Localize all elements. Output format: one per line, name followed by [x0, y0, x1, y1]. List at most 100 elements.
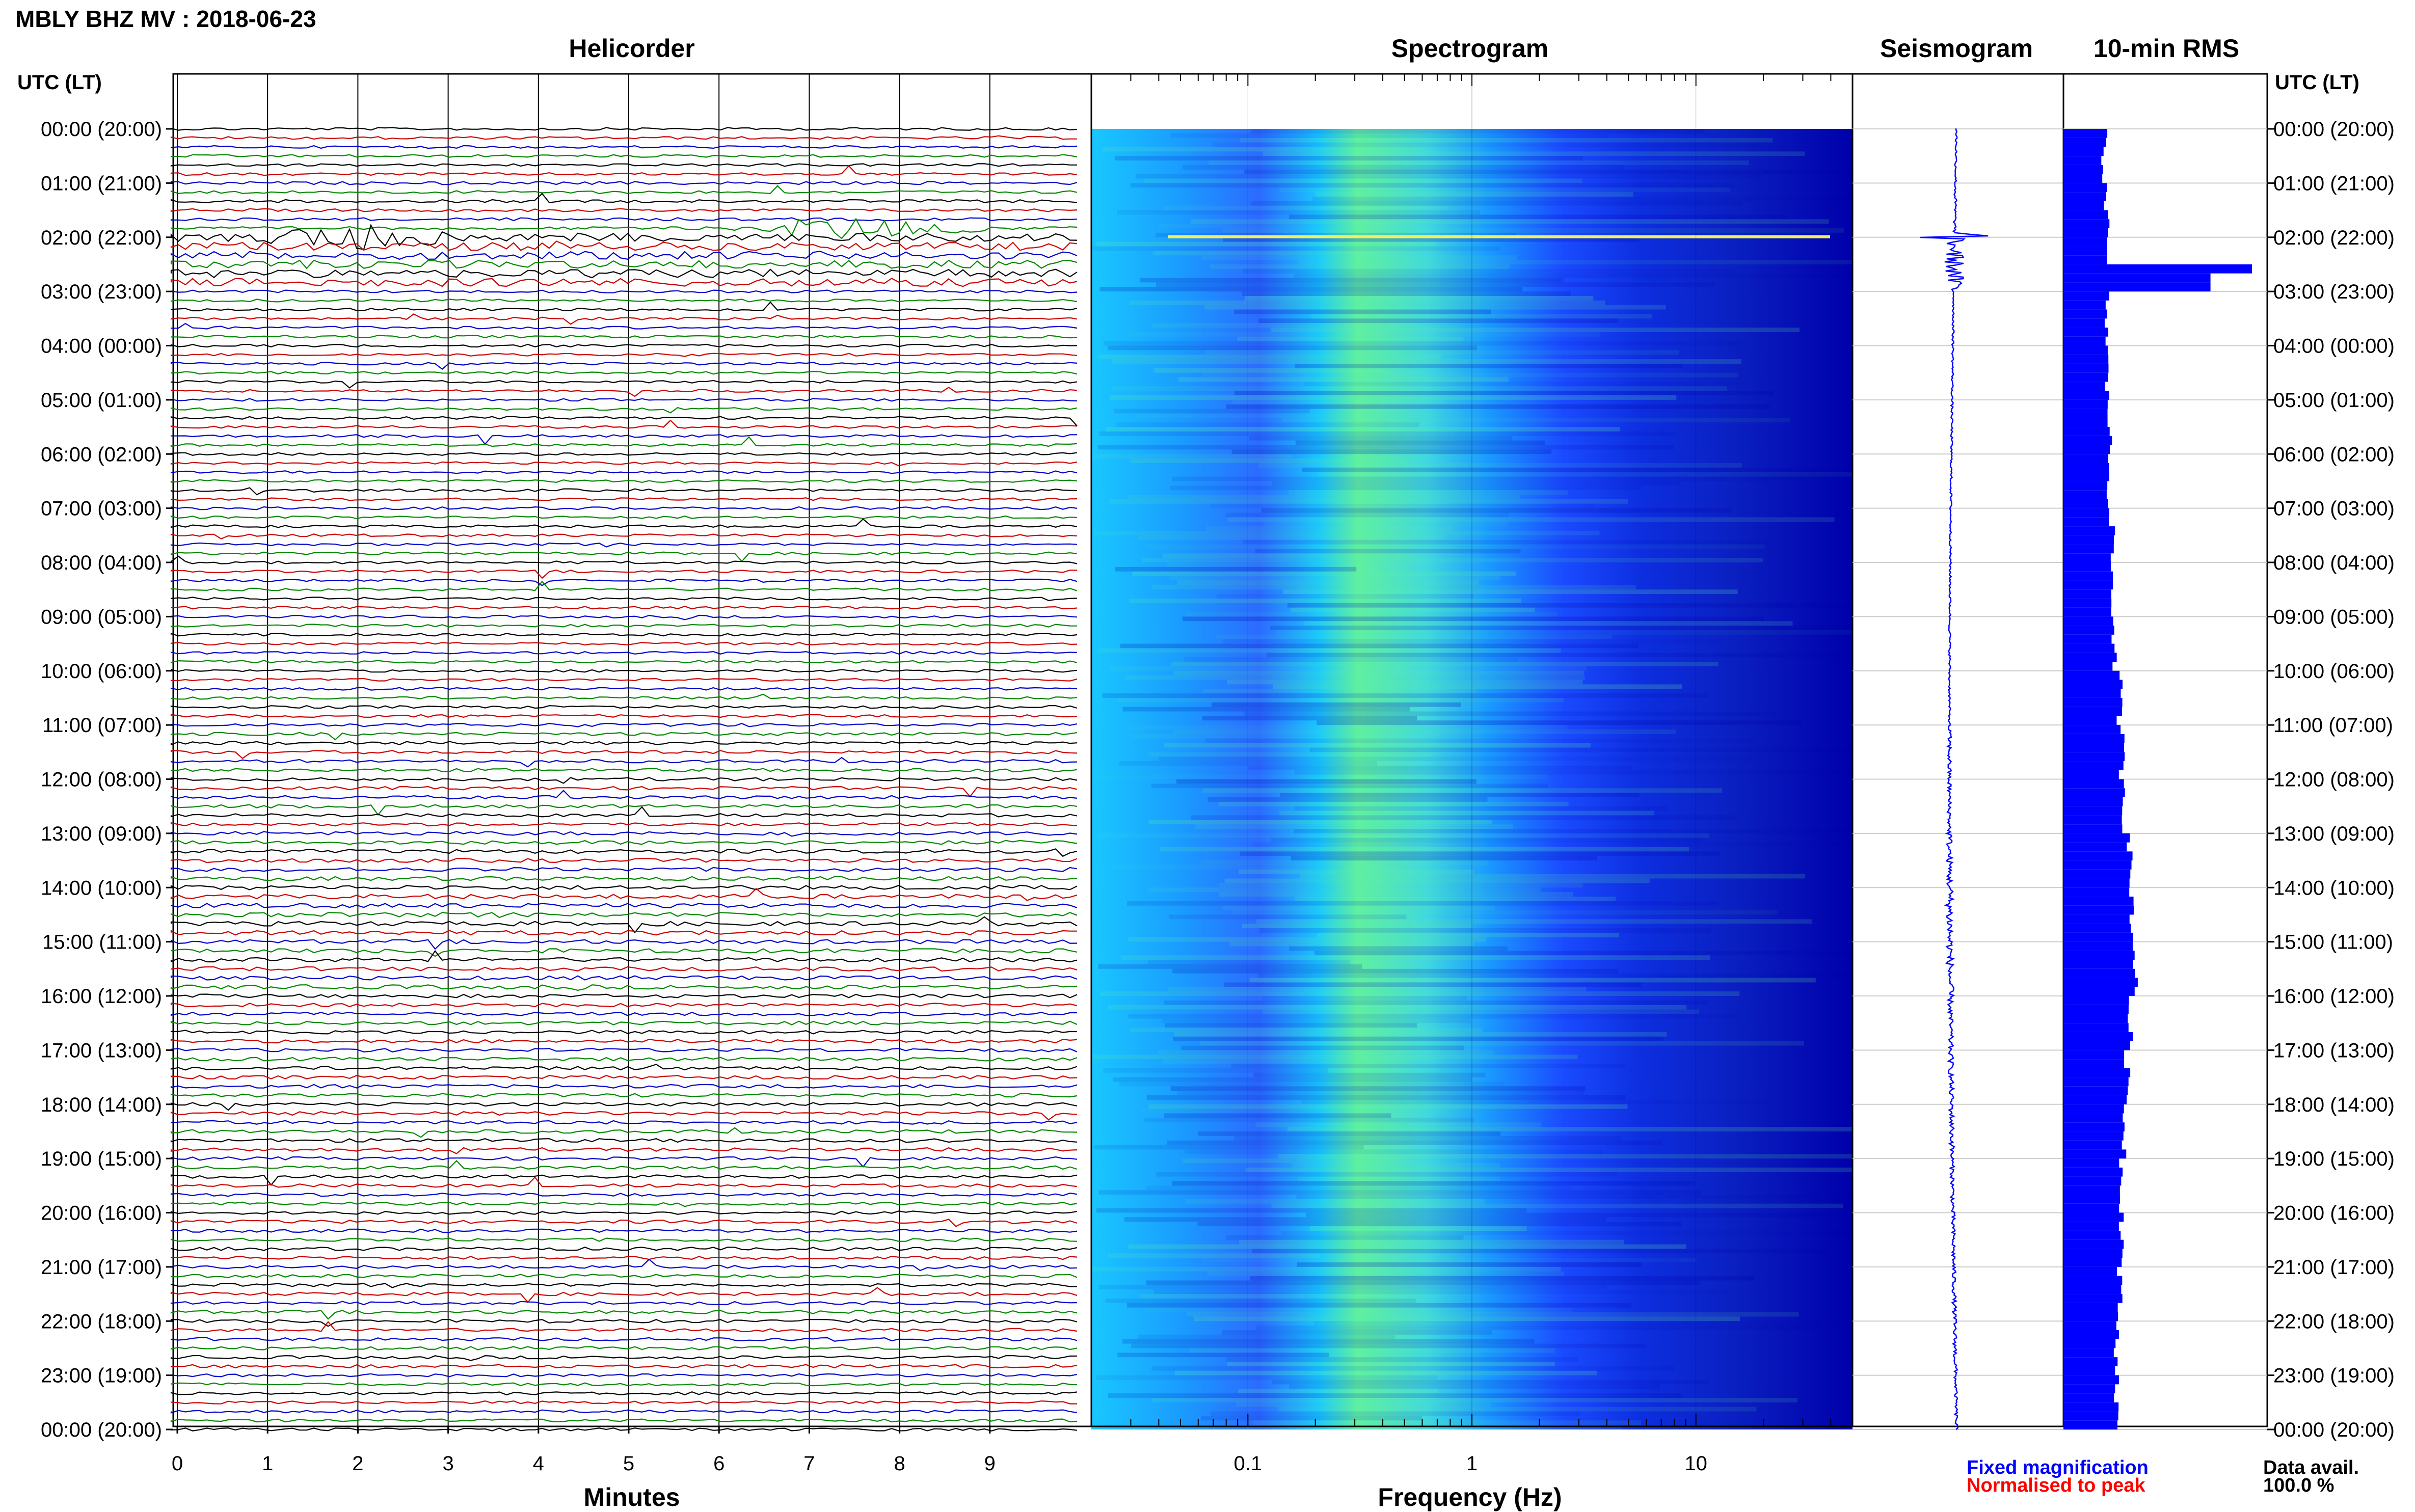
spectrogram-streak — [1294, 273, 1917, 278]
spectrogram-streak — [1103, 341, 1741, 346]
spectrogram-streak — [1108, 1393, 1682, 1398]
rms-bar — [2063, 616, 2113, 626]
spectrogram-streak — [1170, 133, 1609, 138]
helicorder-trace — [170, 165, 1078, 176]
helicorder-trace — [170, 240, 1078, 251]
helicorder-trace — [170, 1427, 1078, 1432]
spectrogram-streak — [1098, 1285, 1607, 1290]
spectrogram-streak — [1117, 697, 1564, 703]
spectrogram-streak — [1222, 1330, 1492, 1335]
rms-bar — [2063, 508, 2109, 518]
spectrogram-streak — [1173, 670, 1585, 676]
left-hour-label: 00:00 (20:00) — [41, 118, 162, 141]
helicorder-trace — [170, 984, 1078, 991]
spectrogram-streak — [1252, 842, 1850, 847]
spectrogram-streak — [1100, 991, 1740, 996]
spectrogram-streak — [1194, 1316, 1740, 1321]
helicorder-frame — [172, 73, 1092, 1427]
spectrogram-streak — [1145, 1185, 1573, 1191]
rms-bar — [2063, 743, 2124, 752]
spectrogram-streak — [1177, 1091, 1585, 1096]
spectrogram-streak — [1200, 1041, 1804, 1046]
rms-bar — [2063, 1158, 2119, 1168]
helicorder-trace — [170, 1274, 1078, 1278]
rms-bar — [2063, 328, 2108, 337]
helicorder-trace — [170, 224, 1078, 250]
helicorder-trace — [170, 578, 1078, 586]
spectrogram-streak — [1124, 1217, 1606, 1222]
helicorder-trace — [170, 1210, 1078, 1215]
spectrogram-streak — [1164, 1000, 1708, 1005]
helicorder-trace — [170, 470, 1078, 474]
spectrogram-streak — [1154, 1289, 1728, 1294]
rms-bar — [2063, 941, 2133, 951]
rms-bar — [2063, 1195, 2121, 1204]
helicorder-trace — [170, 1074, 1078, 1080]
helicorder-trace — [170, 948, 1078, 957]
spectrogram-streak — [1246, 1167, 1865, 1172]
spectrogram-streak — [1224, 982, 1642, 987]
spectrogram-streak — [1200, 1416, 1423, 1421]
helicorder-trace — [170, 398, 1078, 402]
spectrogram-streak — [1295, 896, 1616, 901]
helicorder-trace — [170, 313, 1078, 325]
right-hour-label: 13:00 (09:00) — [2273, 823, 2395, 845]
spectrogram-streak — [1148, 887, 1541, 893]
spectrogram-streak — [1105, 1298, 1416, 1303]
helicorder-trace — [170, 362, 1078, 370]
rms-bar — [2063, 806, 2123, 816]
rms-bar — [2063, 1357, 2118, 1366]
spectrogram-streak — [1148, 752, 1433, 757]
left-hour-label: 10:00 (06:00) — [41, 660, 162, 683]
spectrogram-streak — [1182, 616, 1764, 622]
left-hour-label: 00:00 (20:00) — [41, 1419, 162, 1441]
seismogram-panel — [1852, 73, 2064, 1430]
rms-bar — [2063, 1149, 2127, 1159]
rms-bar — [2063, 643, 2115, 653]
helicorder-trace — [170, 407, 1078, 414]
rms-bar — [2063, 580, 2113, 590]
spectrogram-streak — [1099, 287, 1523, 292]
helicorder-trace — [170, 887, 1078, 901]
helicorder-trace — [170, 804, 1078, 816]
spectrogram-streak — [1094, 774, 1547, 779]
rms-bar — [2063, 318, 2105, 328]
helicorder-trace — [170, 343, 1078, 348]
spectrogram-streak — [1113, 1077, 1472, 1082]
helicorder-trace — [170, 1120, 1078, 1125]
rms-bar — [2063, 472, 2109, 481]
spectrogram-streak — [1098, 355, 1442, 360]
right-hour-label: 00:00 (20:00) — [2273, 1419, 2395, 1441]
helicorder-trace — [170, 208, 1078, 212]
rms-bar — [2063, 932, 2133, 942]
spectrogram-streak — [1281, 1230, 1857, 1235]
helicorder-trace — [170, 614, 1078, 620]
spectrogram-streak — [1096, 1208, 1527, 1213]
spectrogram-streak — [1177, 580, 1479, 585]
minute-tick-label: 3 — [442, 1452, 453, 1475]
frequency-tick-label: 10 — [1684, 1452, 1707, 1475]
frequency-axis-title: Frequency (Hz) — [1378, 1483, 1562, 1511]
rms-bar — [2063, 1258, 2122, 1267]
rms-bar — [2063, 382, 2105, 391]
spectrogram-streak — [1175, 1370, 1597, 1375]
spectrogram-streak — [1170, 1086, 1586, 1091]
helicorder-panel: 0 1 2 3 4 5 6 7 8 9 00:00 (20:00) 01:00 (21:00) 02:0… — [41, 73, 1092, 1475]
minute-tick-label: 2 — [352, 1452, 363, 1475]
helicorder-trace — [170, 916, 1078, 934]
helicorder-trace — [170, 218, 1078, 239]
spectrogram-streak — [1223, 228, 1844, 233]
rms-bar — [2063, 779, 2124, 789]
helicorder-trace — [170, 145, 1078, 149]
spectrogram-streak — [1208, 160, 1750, 165]
spectrogram-streak — [1264, 522, 1508, 527]
spectrogram-streak — [1239, 1239, 1624, 1245]
rms-bar — [2063, 996, 2129, 1005]
helicorder-trace — [170, 741, 1078, 746]
helicorder-trace — [170, 580, 1078, 591]
rms-bar — [2063, 192, 2106, 201]
left-hour-label: 23:00 (19:00) — [41, 1365, 162, 1387]
spectrogram-event-line — [1168, 235, 1830, 238]
spectrogram-streak — [1242, 924, 1473, 929]
left-hour-label: 04:00 (00:00) — [41, 335, 162, 358]
